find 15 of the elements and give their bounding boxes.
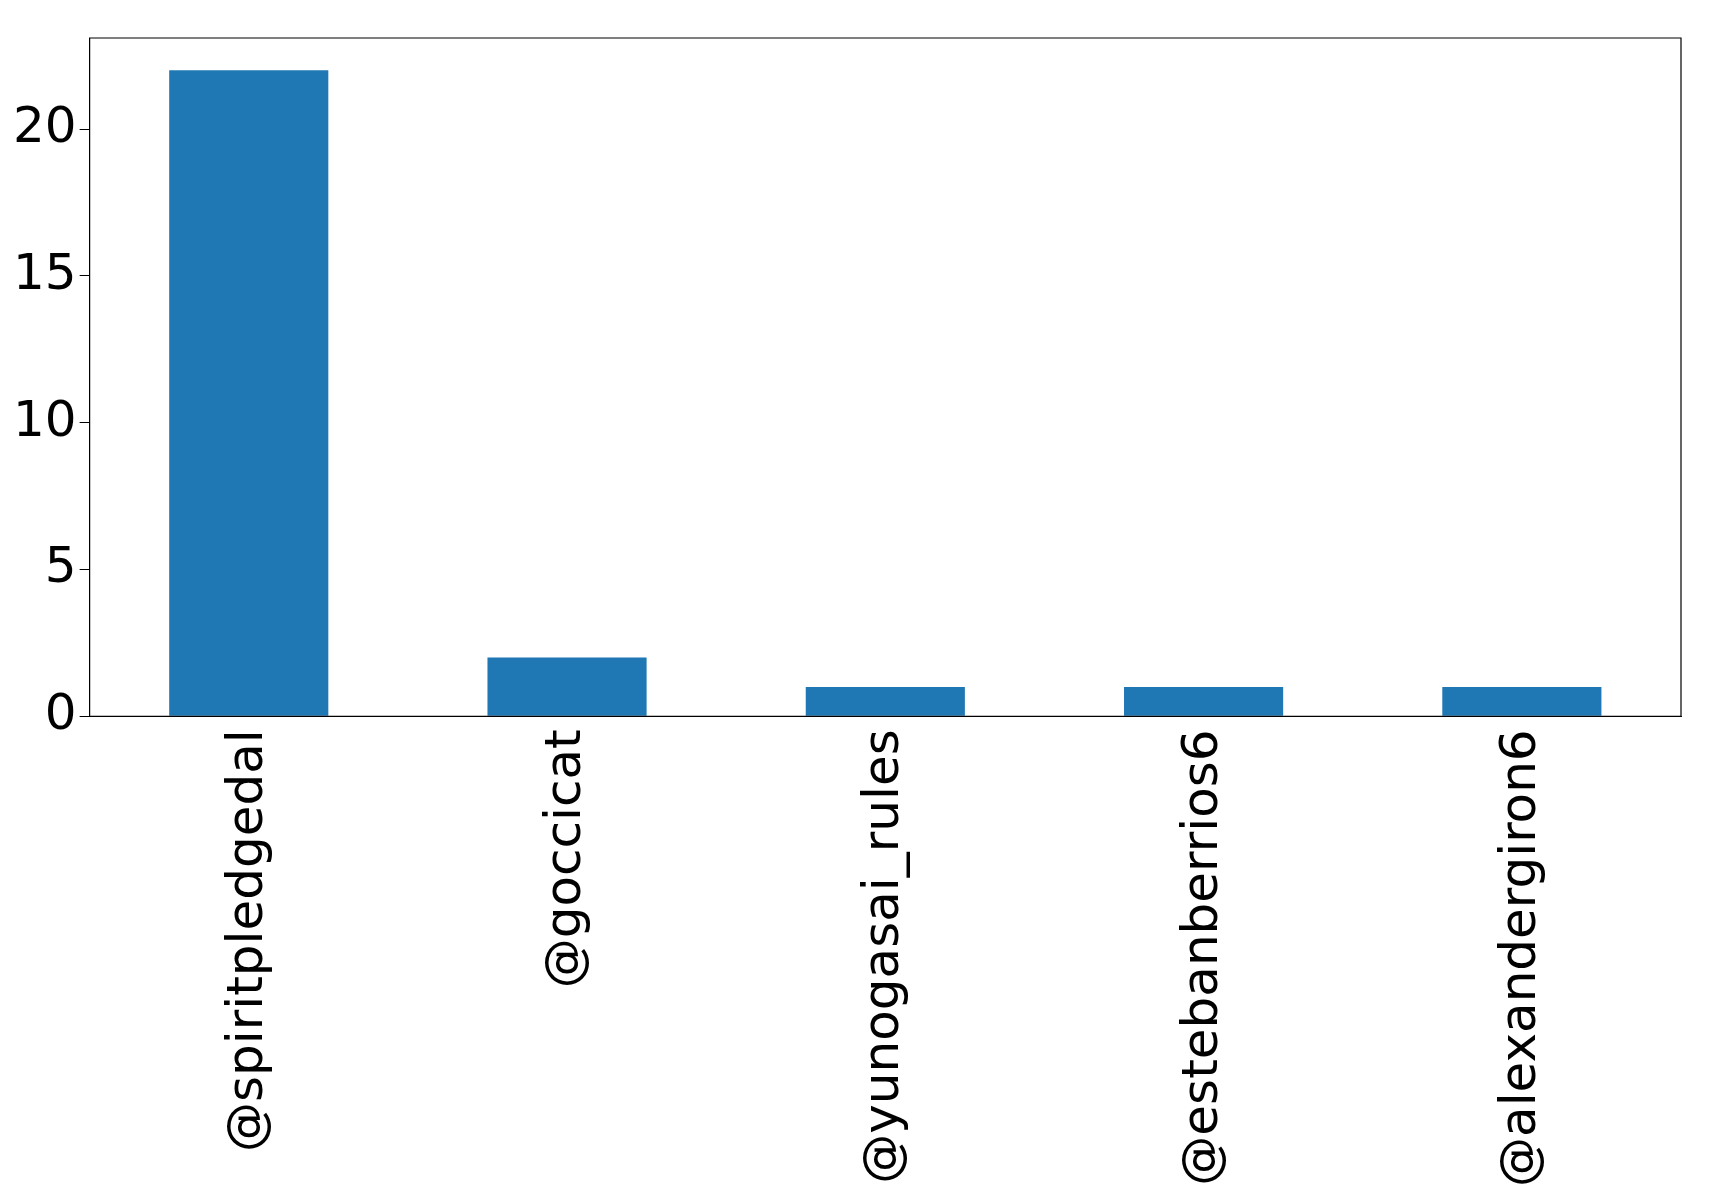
bar xyxy=(1442,686,1602,716)
y-tick-label: 0 xyxy=(44,683,77,742)
x-tick-label: @yunogasai_rules xyxy=(852,729,911,1184)
bar xyxy=(169,70,329,716)
y-tick-label: 20 xyxy=(13,96,77,155)
bar xyxy=(805,686,965,716)
x-tick-label: @spiritpledgedal xyxy=(215,729,274,1152)
bar xyxy=(1124,686,1284,716)
y-tick-label: 10 xyxy=(13,389,77,448)
bar xyxy=(487,657,647,716)
x-tick-label: @alexandergiron6 xyxy=(1488,729,1547,1188)
x-tick-label: @estebanberrios6 xyxy=(1170,729,1229,1186)
y-tick-label: 15 xyxy=(13,242,77,301)
y-tick-label: 5 xyxy=(44,536,77,595)
x-tick-label: @goccicat xyxy=(534,729,593,989)
